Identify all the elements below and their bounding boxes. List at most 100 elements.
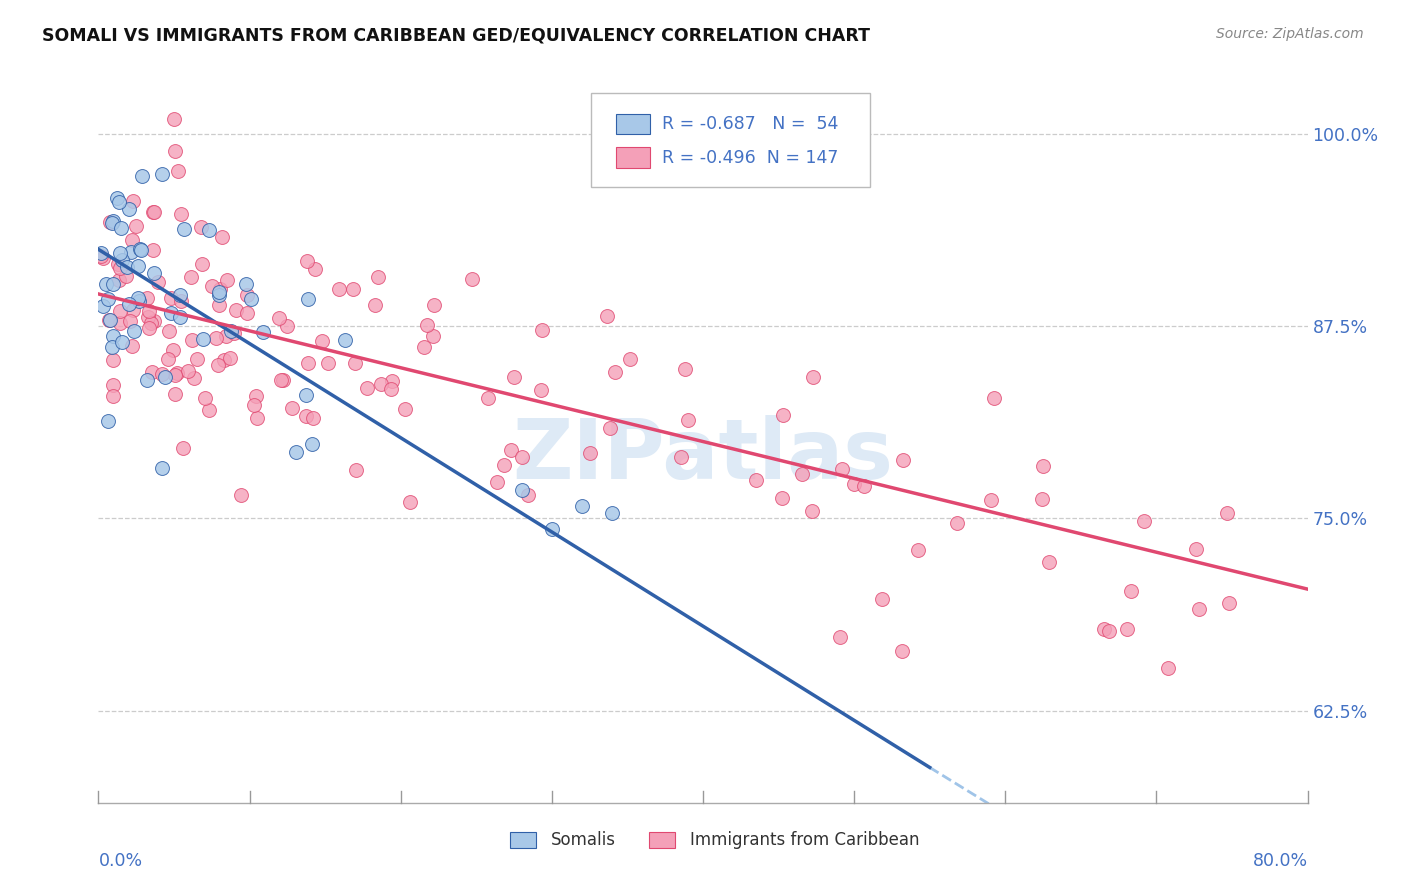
Point [301, 437, 323, 451]
Point [235, 277, 257, 291]
Text: SOMALI VS IMMIGRANTS FROM CARIBBEAN GED/EQUIVALENCY CORRELATION CHART: SOMALI VS IMMIGRANTS FROM CARIBBEAN GED/… [42, 27, 870, 45]
Point [157, 324, 180, 338]
Bar [616, 147, 650, 168]
Point [163, 112, 186, 126]
Point [169, 310, 191, 324]
Point [111, 334, 134, 349]
Point [142, 243, 165, 257]
Point [127, 291, 149, 305]
Point [842, 477, 865, 491]
Point [208, 298, 231, 312]
Point [294, 409, 316, 423]
Point [131, 169, 153, 183]
Point [97, 414, 120, 428]
Point [229, 488, 252, 502]
Point [510, 483, 533, 497]
Point [252, 325, 274, 339]
Point [146, 275, 169, 289]
Point [177, 364, 200, 378]
Point [304, 262, 326, 277]
Point [173, 221, 195, 235]
Point [311, 334, 333, 349]
Point [180, 270, 202, 285]
Point [499, 443, 522, 458]
Point [150, 367, 173, 381]
Point [276, 318, 298, 333]
Point [101, 388, 124, 402]
Point [516, 488, 538, 502]
Point [108, 195, 131, 210]
Point [219, 325, 242, 339]
Point [121, 233, 143, 247]
Point [217, 273, 239, 287]
Point [142, 205, 165, 219]
Point [595, 309, 617, 323]
Point [118, 314, 141, 328]
Point [297, 253, 319, 268]
Point [170, 293, 193, 308]
Text: ZIPatlas: ZIPatlas [513, 416, 893, 497]
Text: R = -0.496  N = 147: R = -0.496 N = 147 [662, 149, 838, 167]
Point [127, 259, 149, 273]
Point [129, 242, 152, 256]
Point [156, 351, 179, 366]
Point [136, 291, 159, 305]
Point [790, 467, 813, 481]
Point [183, 371, 205, 385]
Point [399, 494, 422, 508]
Point [364, 297, 387, 311]
Point [370, 377, 392, 392]
Point [285, 444, 308, 458]
Point [344, 356, 367, 370]
Point [120, 245, 142, 260]
Point [129, 243, 152, 257]
Point [211, 229, 233, 244]
Point [1216, 507, 1239, 521]
Point [422, 329, 444, 343]
Point [297, 293, 319, 307]
Text: Source: ZipAtlas.com: Source: ZipAtlas.com [1216, 27, 1364, 41]
Point [801, 504, 824, 518]
Point [193, 332, 215, 346]
Point [461, 272, 484, 286]
Point [328, 282, 350, 296]
Point [891, 644, 914, 658]
Point [530, 384, 553, 398]
Point [197, 223, 219, 237]
Point [619, 351, 641, 366]
Point [678, 413, 700, 427]
Point [1218, 596, 1240, 610]
Point [831, 462, 853, 476]
Point [301, 410, 323, 425]
Point [1121, 583, 1143, 598]
Point [502, 370, 524, 384]
Point [270, 373, 292, 387]
Point [118, 297, 141, 311]
Text: 0.0%: 0.0% [98, 852, 142, 870]
Point [980, 493, 1002, 508]
Point [380, 382, 402, 396]
Point [335, 333, 357, 347]
Point [1188, 602, 1211, 616]
Point [141, 365, 163, 379]
Point [1032, 458, 1054, 473]
Point [243, 398, 266, 412]
Point [103, 214, 125, 228]
Point [828, 630, 851, 644]
Point [1157, 661, 1180, 675]
Point [108, 245, 131, 260]
Point [671, 450, 693, 465]
Point [486, 475, 509, 490]
Point [214, 328, 236, 343]
Point [1031, 492, 1053, 507]
Point [101, 340, 124, 354]
Point [98, 312, 121, 326]
Point [246, 411, 269, 425]
Point [1038, 555, 1060, 569]
Point [162, 343, 184, 357]
Point [209, 282, 232, 296]
Bar [648, 831, 675, 847]
Point [983, 391, 1005, 405]
Text: 80.0%: 80.0% [1253, 852, 1308, 870]
Point [599, 420, 621, 434]
